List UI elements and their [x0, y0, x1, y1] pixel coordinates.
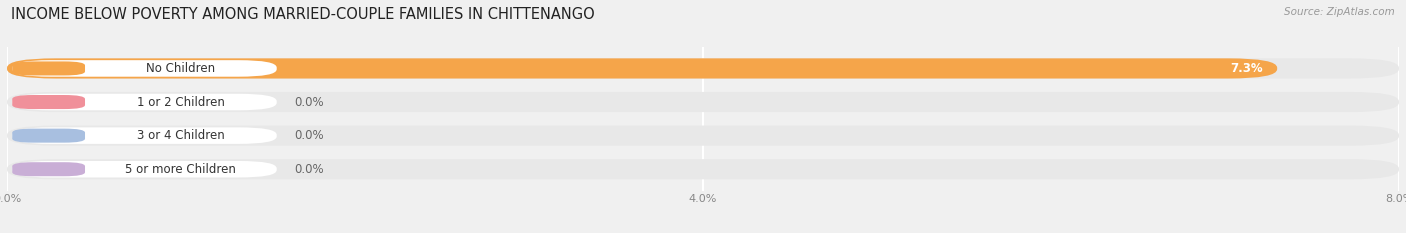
FancyBboxPatch shape	[13, 129, 84, 143]
Text: 0.0%: 0.0%	[294, 129, 323, 142]
FancyBboxPatch shape	[13, 162, 84, 176]
Text: 7.3%: 7.3%	[1230, 62, 1263, 75]
FancyBboxPatch shape	[7, 58, 1399, 79]
FancyBboxPatch shape	[13, 95, 84, 109]
Text: 0.0%: 0.0%	[294, 163, 323, 176]
FancyBboxPatch shape	[7, 126, 1399, 146]
FancyBboxPatch shape	[13, 161, 277, 178]
FancyBboxPatch shape	[7, 92, 1399, 112]
Text: 3 or 4 Children: 3 or 4 Children	[136, 129, 225, 142]
Text: No Children: No Children	[146, 62, 215, 75]
FancyBboxPatch shape	[13, 62, 84, 75]
FancyBboxPatch shape	[13, 127, 277, 144]
Text: 5 or more Children: 5 or more Children	[125, 163, 236, 176]
FancyBboxPatch shape	[13, 60, 277, 77]
FancyBboxPatch shape	[7, 159, 1399, 179]
Text: 0.0%: 0.0%	[294, 96, 323, 109]
FancyBboxPatch shape	[13, 94, 277, 110]
Text: INCOME BELOW POVERTY AMONG MARRIED-COUPLE FAMILIES IN CHITTENANGO: INCOME BELOW POVERTY AMONG MARRIED-COUPL…	[11, 7, 595, 22]
Text: Source: ZipAtlas.com: Source: ZipAtlas.com	[1284, 7, 1395, 17]
FancyBboxPatch shape	[7, 58, 1277, 79]
Text: 1 or 2 Children: 1 or 2 Children	[136, 96, 225, 109]
